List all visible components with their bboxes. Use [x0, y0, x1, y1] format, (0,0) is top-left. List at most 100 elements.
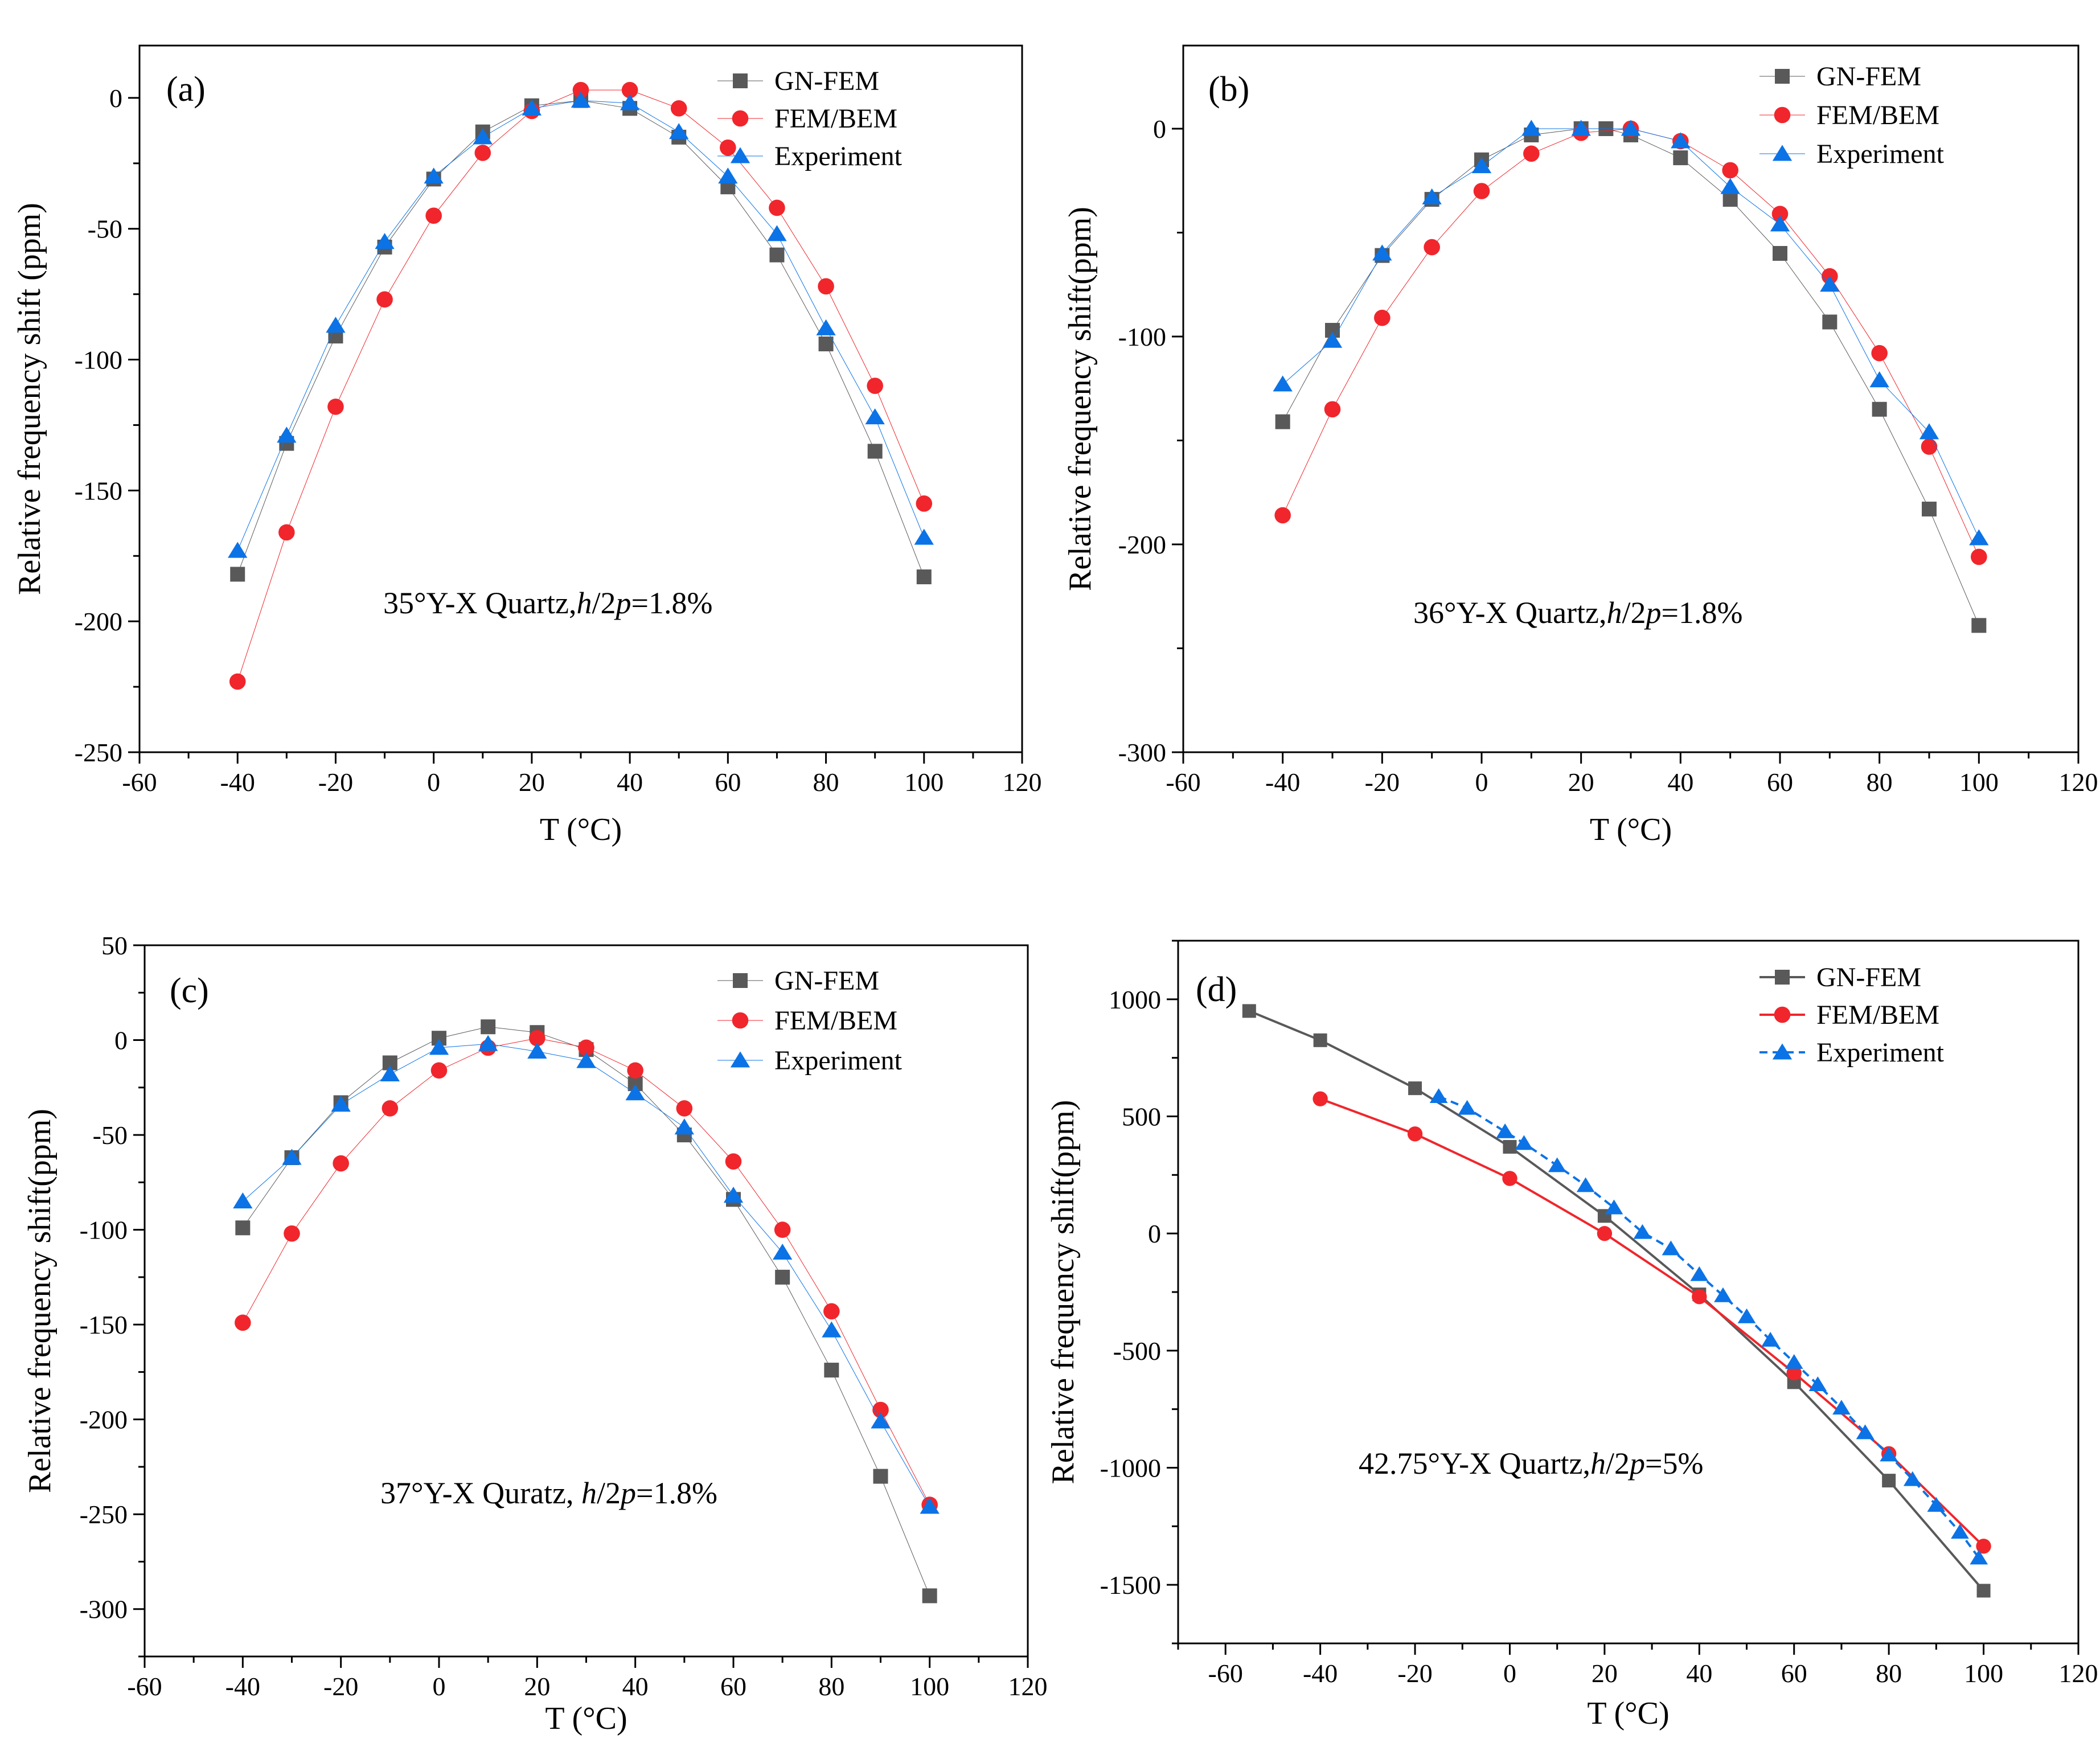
plot-annotation: 42.75°Y-X Quartz,h/2p=5% [1359, 1446, 1703, 1481]
data-point [873, 1469, 888, 1484]
panel-d: -60 -40 -20 0 20 40 60 80 100 120 -1500 -1000 -500 0 5… [1045, 940, 2098, 1731]
plot-annotation: 35°Y-X Quartz,h/2p=1.8% [383, 586, 712, 620]
data-point [867, 378, 883, 394]
data-point [718, 167, 738, 184]
x-tick-label: 120 [1003, 768, 1042, 797]
data-point [1496, 1123, 1514, 1138]
legend-marker [1774, 1006, 1791, 1023]
series-line [243, 1043, 930, 1507]
data-point [725, 1153, 742, 1170]
data-point [473, 128, 493, 145]
legend-label: Experiment [1816, 1038, 1945, 1068]
x-tick-label: -40 [225, 1672, 260, 1701]
data-point [1523, 145, 1540, 162]
data-point [1576, 1177, 1595, 1192]
plot-annotation: 36°Y-X Quartz,h/2p=1.8% [1413, 596, 1742, 630]
legend: GN-FEM FEM/BEM Experiment [717, 966, 903, 1076]
series-line [1282, 128, 1979, 626]
y-tick-label: -150 [80, 1310, 128, 1339]
data-point [625, 1084, 645, 1101]
y-tick-label: 0 [1153, 114, 1166, 143]
data-point [871, 1412, 891, 1429]
data-point [527, 1042, 547, 1059]
data-point [278, 524, 295, 541]
x-tick-label: 20 [1592, 1659, 1618, 1688]
x-tick-label: 20 [519, 768, 545, 797]
data-point [1869, 371, 1889, 388]
x-tick-label: 80 [813, 768, 839, 797]
data-point [1662, 1240, 1680, 1256]
legend-item-gn-fem: GN-FEM [1759, 61, 1921, 92]
x-tick-label: -40 [220, 768, 255, 797]
data-point [822, 1321, 842, 1338]
data-point [1771, 206, 1789, 222]
panel-a: -60 -40 -20 0 20 40 60 80 100 120-250-200-150-100… [12, 44, 1042, 847]
legend-item-fem-bem: FEM/BEM [717, 104, 897, 134]
panel-b: -60 -40 -20 0 20 40 60 80 100 120-300-200-1000 T … [1063, 44, 2098, 847]
legend-label: FEM/BEM [774, 104, 897, 134]
x-tick-label: -60 [122, 768, 157, 797]
data-point [824, 1363, 839, 1378]
data-point [1927, 1496, 1946, 1512]
y-tick-label: 500 [1122, 1102, 1161, 1131]
data-point [1548, 1157, 1566, 1172]
data-point [1880, 1446, 1898, 1462]
data-point [1808, 1376, 1827, 1391]
legend-label: GN-FEM [774, 966, 879, 996]
legend-marker [733, 973, 748, 988]
data-point [1951, 1524, 1969, 1539]
plot-frame [1182, 44, 2080, 753]
data-point [823, 1303, 840, 1320]
data-point [676, 1100, 693, 1117]
data-point [621, 81, 638, 99]
legend-item-experiment: Experiment [717, 1045, 903, 1076]
data-point [818, 278, 834, 295]
data-point [1722, 192, 1738, 207]
data-point [571, 91, 591, 108]
panel-label: (c) [170, 971, 209, 1010]
y-tick-label: -200 [80, 1405, 128, 1434]
data-point [1571, 120, 1591, 136]
data-point [914, 528, 934, 545]
legend-item-fem-bem: FEM/BEM [717, 1006, 897, 1036]
series-line [1282, 128, 1979, 557]
data-point [1786, 1365, 1802, 1381]
data-point [327, 398, 344, 415]
data-point [723, 1187, 744, 1203]
data-point [774, 1221, 791, 1238]
y-tick-label: 0 [1148, 1219, 1161, 1248]
legend-label: GN-FEM [1816, 962, 1921, 993]
data-point [1714, 1287, 1732, 1302]
data-point [1503, 1139, 1517, 1154]
x-tick-label: 40 [617, 768, 643, 797]
data-point [674, 1118, 694, 1135]
x-tick-label: 80 [1876, 1659, 1902, 1688]
data-point [916, 569, 932, 585]
data-point [1242, 1004, 1256, 1018]
data-point [1471, 157, 1492, 174]
legend-item-gn-fem: GN-FEM [717, 66, 879, 96]
data-point [775, 1269, 790, 1285]
data-point [284, 1225, 300, 1242]
data-point [333, 1155, 349, 1172]
data-point [429, 1039, 449, 1055]
data-point [1274, 507, 1291, 524]
data-point [1720, 178, 1740, 194]
legend-marker [730, 1051, 750, 1068]
legend-item-experiment: Experiment [1759, 139, 1945, 169]
data-point [1372, 244, 1392, 261]
legend-label: FEM/BEM [1816, 1000, 1939, 1030]
legend-label: FEM/BEM [1816, 100, 1939, 130]
panel-label: (d) [1196, 970, 1237, 1009]
x-axis-label: T (°C) [1590, 812, 1672, 847]
data-point [922, 1588, 937, 1604]
y-axis-label: Relative frequency shift(ppm) [1063, 207, 1098, 591]
series-fem-bem [1274, 120, 1987, 565]
data-point [1424, 239, 1440, 256]
data-point [720, 139, 736, 156]
legend-label: GN-FEM [1816, 61, 1921, 92]
x-tick-label: 100 [1959, 768, 1999, 797]
y-tick-label: -150 [75, 476, 122, 505]
y-tick-label: -300 [1118, 738, 1166, 767]
